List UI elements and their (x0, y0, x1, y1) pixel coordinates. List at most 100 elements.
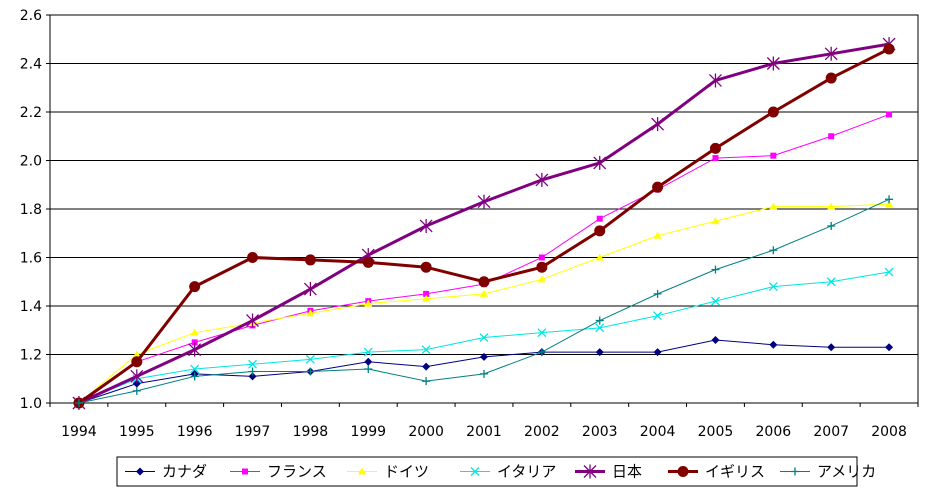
legend-label: ドイツ (384, 463, 429, 481)
data-point (596, 215, 603, 222)
data-point (653, 289, 662, 298)
data-point (188, 342, 202, 357)
data-point (479, 333, 489, 342)
data-point (420, 261, 432, 273)
data-point (536, 261, 548, 273)
data-point (593, 155, 607, 170)
data-point (827, 202, 836, 210)
data-point (305, 354, 315, 364)
x-tick-label: 2004 (640, 424, 676, 440)
x-axis: 1994 1995 1996 1997 1998 1999 2000 2001 2002 2003… (49, 403, 919, 440)
data-point (480, 352, 488, 361)
data-point (248, 359, 257, 369)
data-point (767, 106, 779, 118)
data-point (422, 362, 431, 371)
data-point (653, 348, 662, 357)
y-tick-label: 1.2 (20, 348, 42, 364)
data-point (470, 467, 480, 476)
series-layer (72, 37, 896, 410)
data-point (711, 217, 720, 225)
series-3 (74, 267, 894, 408)
legend-label: アメリカ (817, 463, 876, 481)
data-point (712, 155, 719, 162)
x-tick-label: 2007 (813, 424, 849, 440)
legend-label: イギリス (705, 463, 765, 481)
x-tick-label: 1997 (235, 424, 271, 440)
data-point (828, 133, 835, 140)
x-tick-label: 1995 (119, 424, 155, 440)
data-point (131, 356, 143, 368)
legend-item: カナダ (125, 463, 207, 481)
data-point (537, 275, 546, 283)
data-point (422, 294, 431, 302)
x-tick-label: 1994 (61, 424, 97, 440)
data-point (248, 372, 257, 381)
data-point (537, 328, 547, 338)
data-point (884, 267, 894, 277)
data-point (711, 335, 720, 344)
data-point (885, 195, 894, 204)
data-point (594, 225, 606, 237)
data-point (886, 111, 893, 118)
data-point (711, 265, 720, 274)
data-point (827, 221, 836, 230)
data-point (132, 350, 141, 358)
data-point (709, 142, 721, 154)
data-point (363, 347, 373, 357)
data-point (74, 399, 83, 407)
data-point (827, 343, 836, 352)
x-tick-label: 2002 (524, 424, 560, 440)
data-point (364, 357, 373, 366)
data-point (766, 56, 780, 71)
y-tick-label: 1.6 (20, 251, 42, 267)
legend-item: 日本 (575, 463, 642, 481)
data-point (769, 340, 778, 349)
data-point (130, 369, 144, 384)
data-point (304, 254, 316, 266)
data-point (653, 231, 662, 239)
series-line (78, 42, 890, 405)
data-point (883, 43, 895, 55)
series-4 (72, 37, 896, 410)
data-point (537, 348, 546, 357)
y-tick-label: 2.0 (20, 154, 42, 170)
legend: カナダ フランス ドイツ イタリア 日本 イギリス アメリカ (116, 456, 876, 487)
y-tick-label: 1.0 (20, 396, 42, 412)
data-point (422, 377, 431, 386)
data-point (423, 290, 430, 297)
data-point (306, 309, 315, 317)
x-tick-label: 2008 (871, 424, 907, 440)
x-tick-label: 2000 (408, 424, 444, 440)
data-point (791, 467, 799, 476)
data-point (419, 218, 433, 233)
legend-item: アメリカ (780, 463, 876, 481)
data-point (825, 72, 837, 84)
data-point (358, 467, 366, 475)
data-point (190, 372, 199, 381)
data-point (303, 282, 317, 297)
data-point (189, 281, 201, 293)
data-point (480, 289, 488, 297)
data-point (885, 200, 894, 208)
legend-label: イタリア (497, 463, 556, 481)
data-point (364, 365, 373, 374)
data-point (364, 299, 373, 307)
legend-label: 日本 (612, 463, 642, 481)
y-tick-label: 2.4 (20, 57, 42, 73)
data-point (711, 296, 720, 306)
y-axis: 1.0 1.2 1.4 1.6 1.8 2.0 2.2 2.4 2.6 (20, 8, 50, 412)
data-point (248, 367, 257, 376)
x-tick-label: 2005 (698, 424, 734, 440)
data-point (246, 313, 259, 328)
data-point (136, 467, 144, 476)
legend-item: イギリス (668, 463, 765, 481)
data-point (769, 246, 778, 255)
data-point (306, 367, 315, 376)
series-1 (75, 111, 893, 406)
data-point (826, 277, 836, 287)
data-point (190, 328, 199, 336)
x-tick-label: 2006 (756, 424, 792, 440)
data-point (190, 364, 200, 374)
x-tick-label: 1998 (293, 424, 329, 440)
